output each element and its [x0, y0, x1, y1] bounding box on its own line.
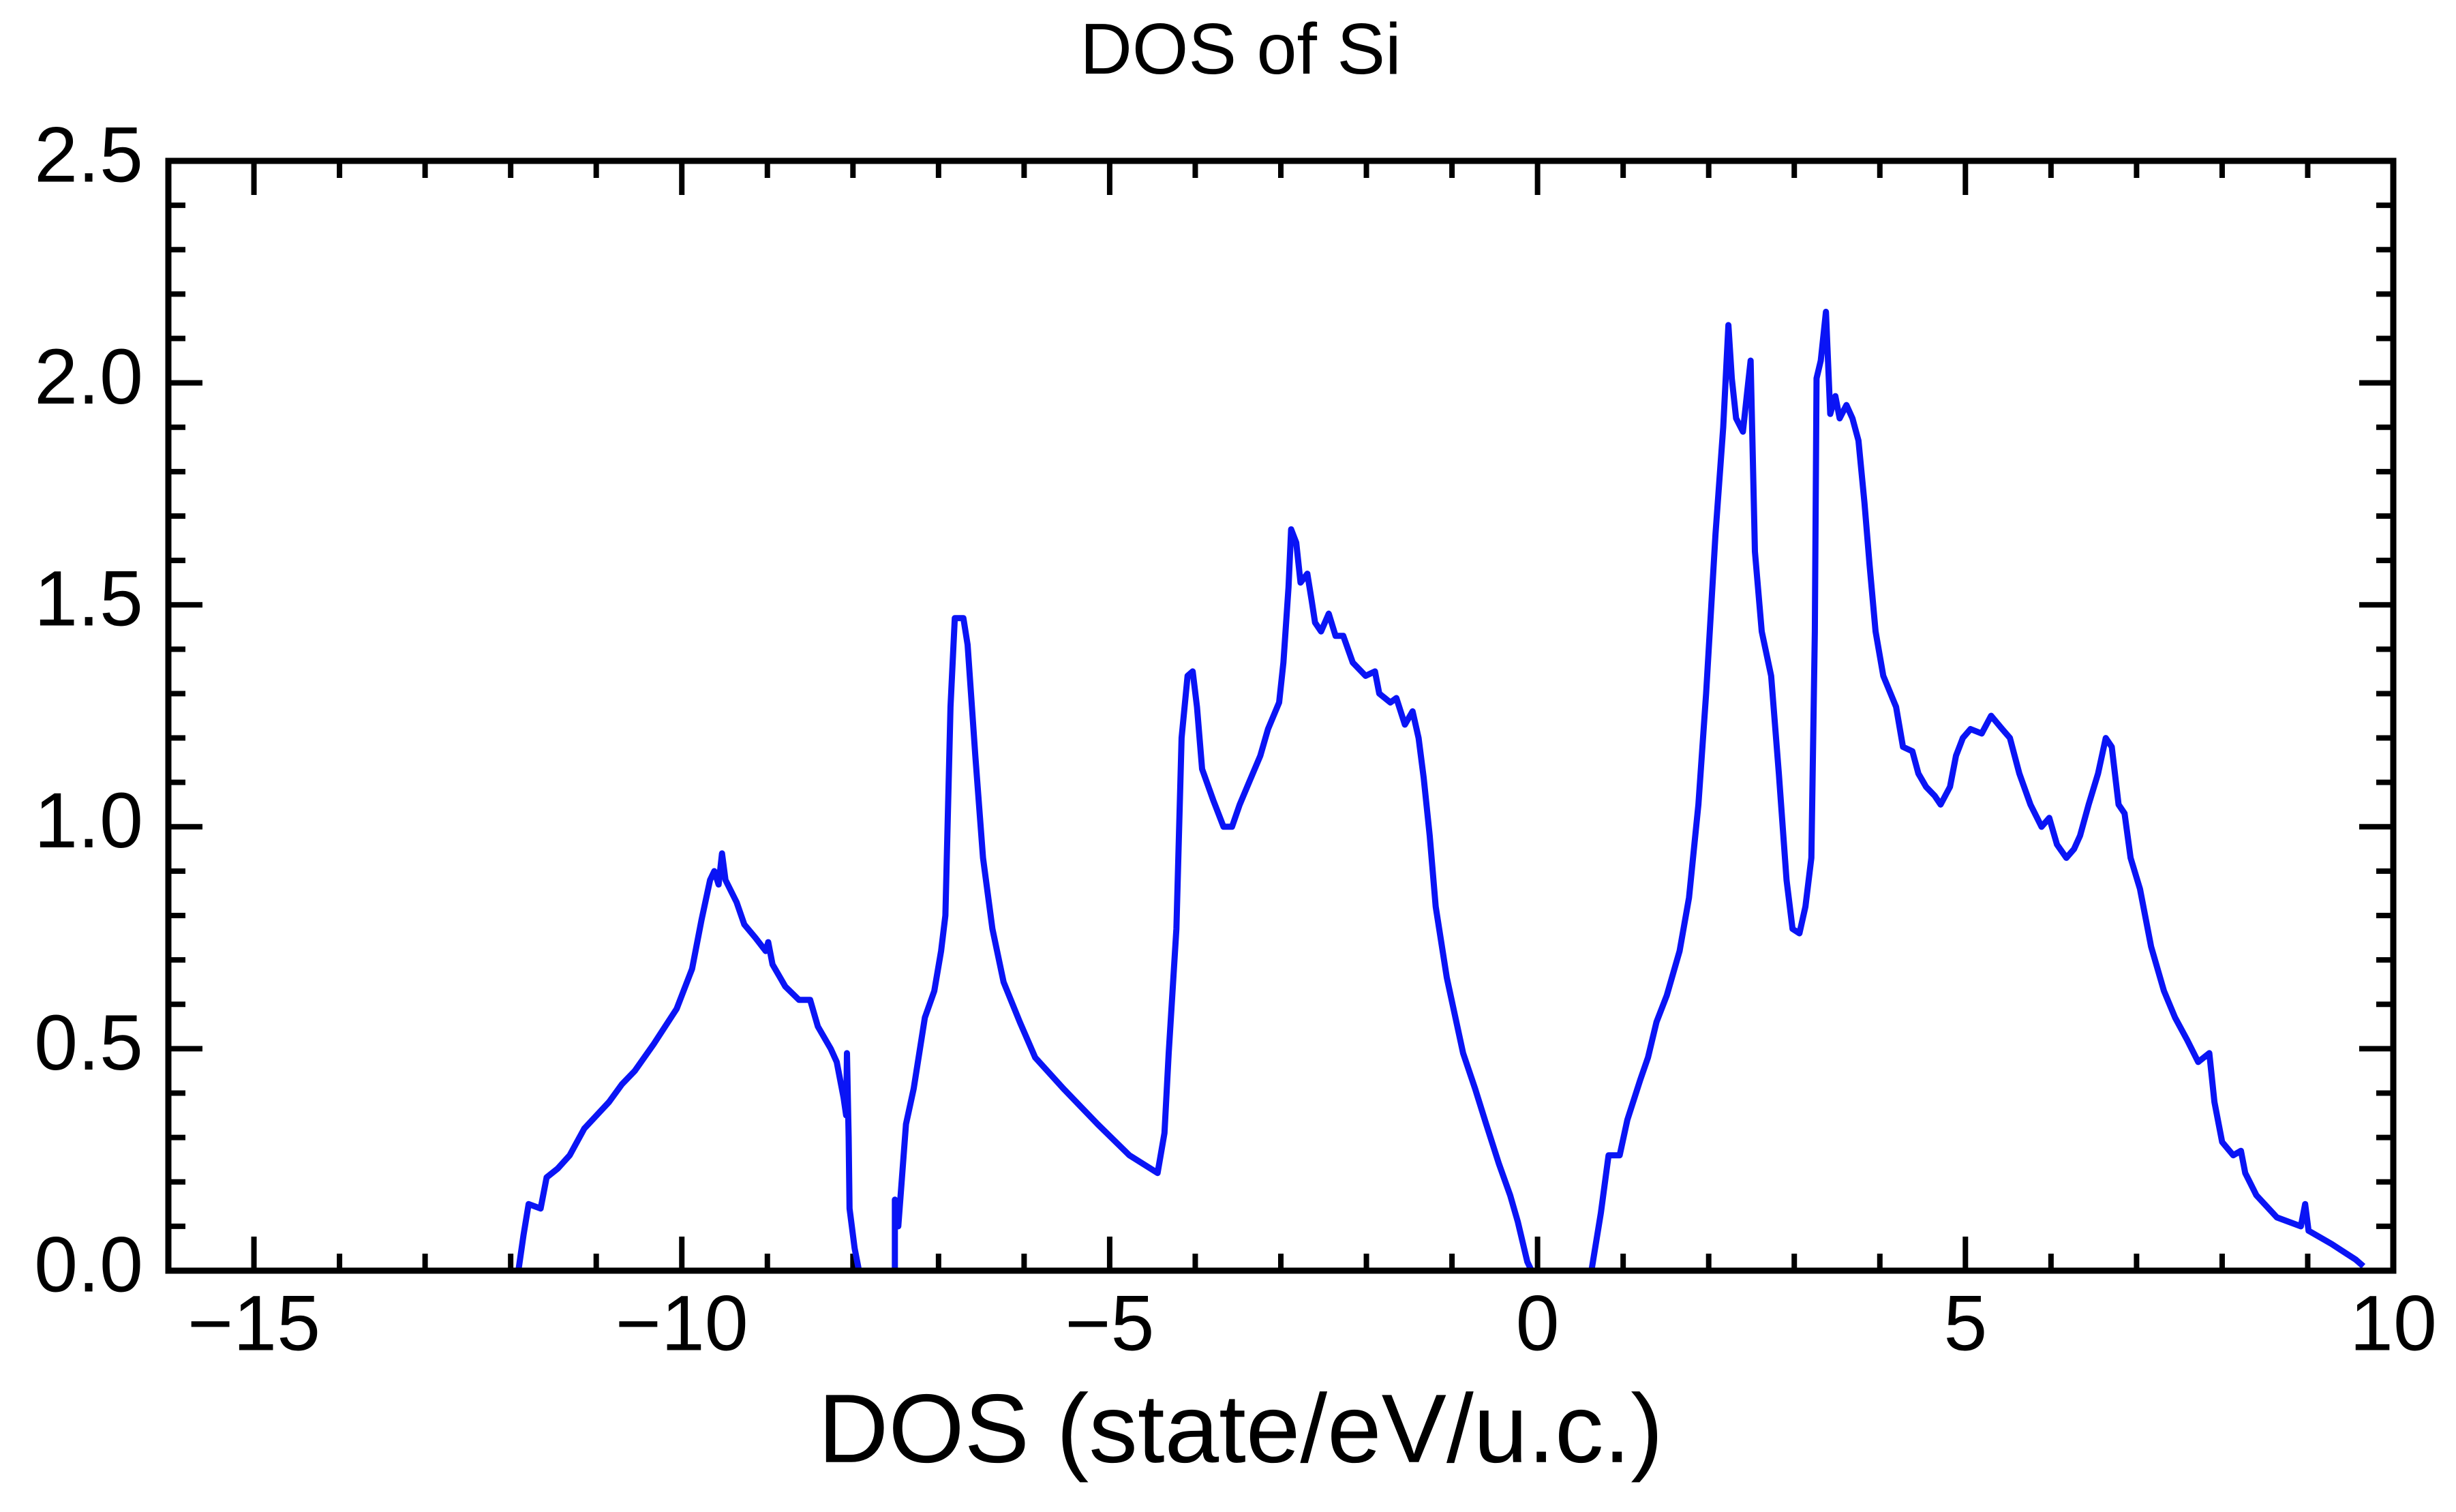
x-tick-label: 10 [2350, 1280, 2437, 1367]
x-tick-label: 0 [1516, 1280, 1560, 1367]
y-tick-label: 2.0 [34, 333, 143, 421]
y-tick-label: 0.0 [34, 1221, 143, 1308]
x-tick-label: −15 [187, 1280, 320, 1367]
y-tick-label: 1.5 [34, 556, 143, 643]
y-tick-label: 1.0 [34, 777, 143, 864]
y-tick-label: 0.5 [34, 999, 143, 1087]
plot-frame [165, 157, 2397, 1274]
x-tick-label: −5 [1065, 1280, 1154, 1367]
x-tick-label: 5 [1943, 1280, 1987, 1367]
y-tick-label: 2.5 [34, 111, 143, 198]
x-tick-label: −10 [616, 1280, 748, 1367]
x-axis-label: DOS (state/eV/u.c.) [818, 1375, 1663, 1483]
data-line [202, 308, 2366, 1274]
chart-title: DOS of Si [1080, 9, 1401, 89]
